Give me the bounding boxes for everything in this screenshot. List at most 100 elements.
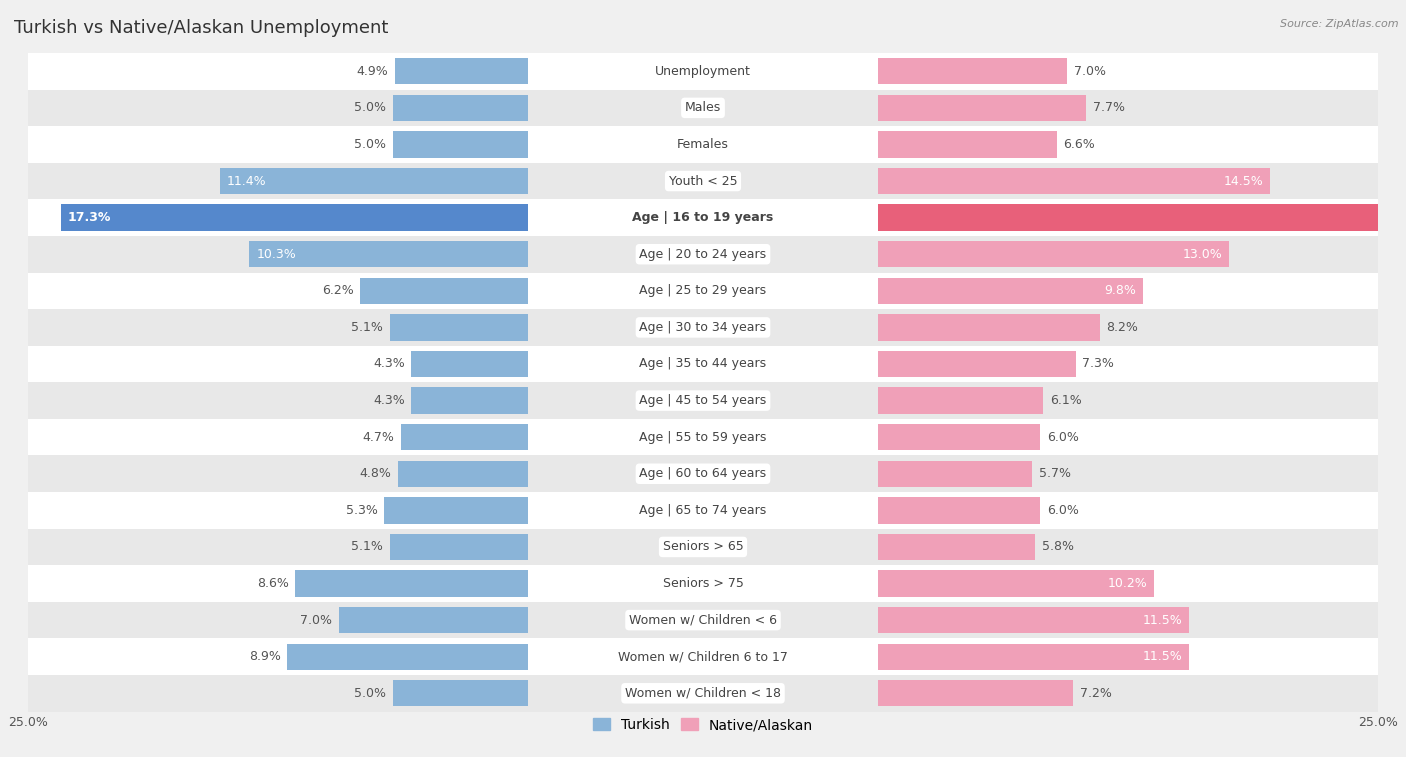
Bar [28,565,1378,602]
Text: 11.4%: 11.4% [226,175,266,188]
Text: Age | 30 to 34 years: Age | 30 to 34 years [640,321,766,334]
Bar [219,168,527,195]
Text: 11.5%: 11.5% [1143,614,1182,627]
Bar [879,424,1040,450]
Bar [401,424,527,450]
Bar [360,278,527,304]
Text: 8.9%: 8.9% [249,650,281,663]
Bar [879,680,1073,706]
Text: 13.0%: 13.0% [1182,248,1223,260]
Bar [295,570,527,597]
Text: Unemployment: Unemployment [655,65,751,78]
Text: 5.8%: 5.8% [1042,540,1074,553]
Bar [879,204,1406,231]
Bar [879,497,1040,524]
Bar [879,388,1043,414]
Text: 4.9%: 4.9% [357,65,388,78]
Text: 10.3%: 10.3% [256,248,297,260]
Text: 5.1%: 5.1% [352,321,382,334]
Bar [28,89,1378,126]
Bar [392,680,527,706]
Text: 7.2%: 7.2% [1080,687,1112,699]
Text: Males: Males [685,101,721,114]
Bar [28,126,1378,163]
Text: 6.0%: 6.0% [1047,504,1078,517]
Bar [384,497,527,524]
Text: 7.7%: 7.7% [1092,101,1125,114]
Text: Women w/ Children < 6: Women w/ Children < 6 [628,614,778,627]
Text: Seniors > 75: Seniors > 75 [662,577,744,590]
Text: 6.1%: 6.1% [1050,394,1081,407]
Text: Age | 60 to 64 years: Age | 60 to 64 years [640,467,766,480]
Bar [60,204,527,231]
Bar [879,95,1087,121]
Bar [389,534,527,560]
Text: 9.8%: 9.8% [1104,285,1136,298]
Bar [879,131,1057,157]
Text: 14.5%: 14.5% [1223,175,1263,188]
Text: Age | 55 to 59 years: Age | 55 to 59 years [640,431,766,444]
Text: 4.3%: 4.3% [373,394,405,407]
Bar [395,58,527,85]
Bar [28,382,1378,419]
Bar [398,460,527,487]
Text: 6.2%: 6.2% [322,285,353,298]
Text: Females: Females [678,138,728,151]
Text: Women w/ Children 6 to 17: Women w/ Children 6 to 17 [619,650,787,663]
Bar [879,607,1189,634]
Bar [28,309,1378,346]
Bar [879,168,1270,195]
Text: 4.8%: 4.8% [360,467,391,480]
Text: Women w/ Children < 18: Women w/ Children < 18 [626,687,780,699]
Bar [28,419,1378,456]
Bar [879,278,1143,304]
Bar [879,534,1035,560]
Text: Source: ZipAtlas.com: Source: ZipAtlas.com [1281,19,1399,29]
Text: Seniors > 65: Seniors > 65 [662,540,744,553]
Text: 7.0%: 7.0% [1074,65,1107,78]
Text: 6.6%: 6.6% [1063,138,1095,151]
Text: 5.0%: 5.0% [354,687,385,699]
Bar [28,53,1378,89]
Bar [28,456,1378,492]
Bar [287,643,527,670]
Text: 5.0%: 5.0% [354,138,385,151]
Text: Youth < 25: Youth < 25 [669,175,737,188]
Text: 8.6%: 8.6% [257,577,288,590]
Bar [28,163,1378,199]
Text: Age | 25 to 29 years: Age | 25 to 29 years [640,285,766,298]
Bar [28,346,1378,382]
Bar [879,350,1076,377]
Bar [28,528,1378,565]
Text: 8.2%: 8.2% [1107,321,1139,334]
Text: 7.3%: 7.3% [1083,357,1114,370]
Bar [28,638,1378,675]
Text: 5.0%: 5.0% [354,101,385,114]
Bar [879,241,1229,267]
Text: Age | 45 to 54 years: Age | 45 to 54 years [640,394,766,407]
Text: 6.0%: 6.0% [1047,431,1078,444]
Bar [879,643,1189,670]
Text: 11.5%: 11.5% [1143,650,1182,663]
Text: 5.1%: 5.1% [352,540,382,553]
Bar [28,199,1378,236]
Text: Age | 65 to 74 years: Age | 65 to 74 years [640,504,766,517]
Bar [249,241,527,267]
Text: 5.3%: 5.3% [346,504,378,517]
Text: 7.0%: 7.0% [299,614,332,627]
Bar [879,58,1067,85]
Text: Age | 20 to 24 years: Age | 20 to 24 years [640,248,766,260]
Bar [389,314,527,341]
Bar [28,492,1378,528]
Text: Age | 35 to 44 years: Age | 35 to 44 years [640,357,766,370]
Bar [392,131,527,157]
Bar [28,273,1378,309]
Bar [28,602,1378,638]
Text: 17.3%: 17.3% [67,211,111,224]
Bar [412,388,527,414]
Bar [392,95,527,121]
Bar [879,460,1032,487]
Text: 5.7%: 5.7% [1039,467,1071,480]
Text: Age | 16 to 19 years: Age | 16 to 19 years [633,211,773,224]
Bar [28,675,1378,712]
